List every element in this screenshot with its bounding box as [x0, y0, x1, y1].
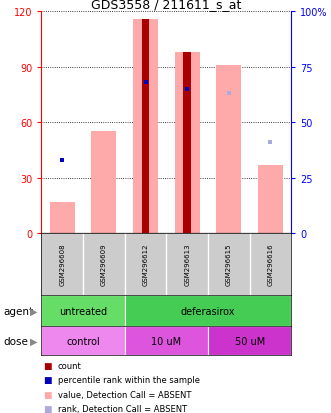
- Bar: [216, 66, 241, 233]
- Bar: [91, 132, 117, 233]
- Bar: [133, 20, 158, 233]
- Text: ■: ■: [43, 375, 52, 384]
- Text: untreated: untreated: [59, 306, 107, 316]
- Bar: [41, 326, 125, 355]
- Bar: [258, 165, 283, 233]
- Text: GSM296608: GSM296608: [59, 243, 65, 285]
- Bar: [125, 326, 208, 355]
- Text: count: count: [58, 361, 82, 370]
- Bar: [41, 295, 125, 326]
- Title: GDS3558 / 211611_s_at: GDS3558 / 211611_s_at: [91, 0, 242, 11]
- Bar: [50, 202, 75, 233]
- Text: ■: ■: [43, 390, 52, 399]
- Text: deferasirox: deferasirox: [181, 306, 235, 316]
- Text: dose: dose: [3, 336, 28, 346]
- Text: ■: ■: [43, 361, 52, 370]
- Text: GSM296609: GSM296609: [101, 243, 107, 285]
- Bar: [142, 20, 149, 233]
- Text: GSM296616: GSM296616: [267, 243, 273, 285]
- Text: value, Detection Call = ABSENT: value, Detection Call = ABSENT: [58, 390, 191, 399]
- Text: GSM296612: GSM296612: [143, 243, 149, 285]
- Text: ■: ■: [43, 404, 52, 413]
- Bar: [183, 53, 191, 233]
- Text: 10 uM: 10 uM: [151, 336, 181, 346]
- Bar: [208, 326, 291, 355]
- Text: GSM296615: GSM296615: [226, 243, 232, 285]
- Bar: [125, 295, 291, 326]
- Text: rank, Detection Call = ABSENT: rank, Detection Call = ABSENT: [58, 404, 187, 413]
- Text: percentile rank within the sample: percentile rank within the sample: [58, 375, 200, 384]
- Text: ▶: ▶: [30, 306, 37, 316]
- Text: ▶: ▶: [30, 336, 37, 346]
- Text: GSM296613: GSM296613: [184, 243, 190, 285]
- Text: 50 uM: 50 uM: [234, 336, 265, 346]
- Bar: [175, 53, 200, 233]
- Text: agent: agent: [3, 306, 33, 316]
- Text: control: control: [66, 336, 100, 346]
